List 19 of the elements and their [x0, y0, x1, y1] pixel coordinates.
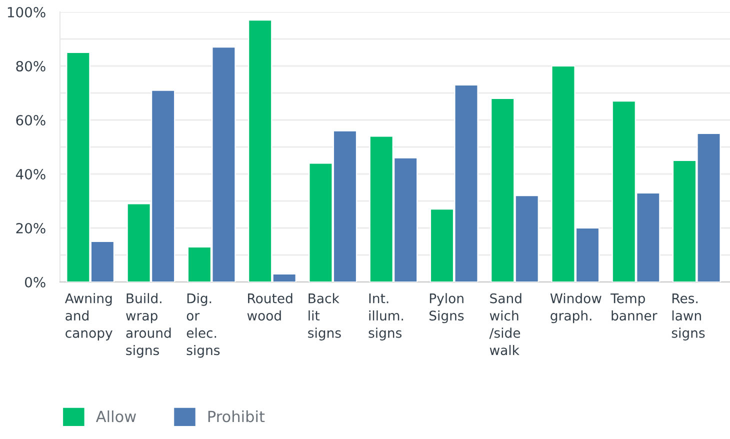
- x-tick-label: Res. lawn signs: [672, 294, 705, 340]
- y-tick-label: 40%: [16, 168, 46, 180]
- x-tick-label: Int. illum. signs: [368, 294, 403, 340]
- y-tick-label: 100%: [8, 6, 46, 18]
- y-tick-label: 80%: [16, 60, 46, 72]
- x-tick-label: Dig. or elec. signs: [186, 293, 220, 358]
- x-tick-label: Temp banner: [610, 294, 658, 321]
- x-tick-label: Routed wood: [247, 293, 292, 321]
- x-tick-label: Sand wich /side walk: [489, 293, 522, 356]
- x-tick-label: Build. wrap around signs: [126, 293, 171, 358]
- x-tick-label: Back lit signs: [308, 293, 341, 340]
- y-tick-label: 60%: [16, 114, 46, 126]
- legend-label: Prohibit: [208, 410, 265, 422]
- x-tick-label: Awning and canopy: [64, 293, 112, 340]
- y-tick-label: 20%: [16, 222, 46, 234]
- x-tick-label: Window graph.: [550, 293, 602, 324]
- y-tick-label: 0%: [24, 276, 46, 288]
- x-tick-label: Pylon Signs: [430, 293, 464, 324]
- legend-label: Allow: [96, 410, 136, 422]
